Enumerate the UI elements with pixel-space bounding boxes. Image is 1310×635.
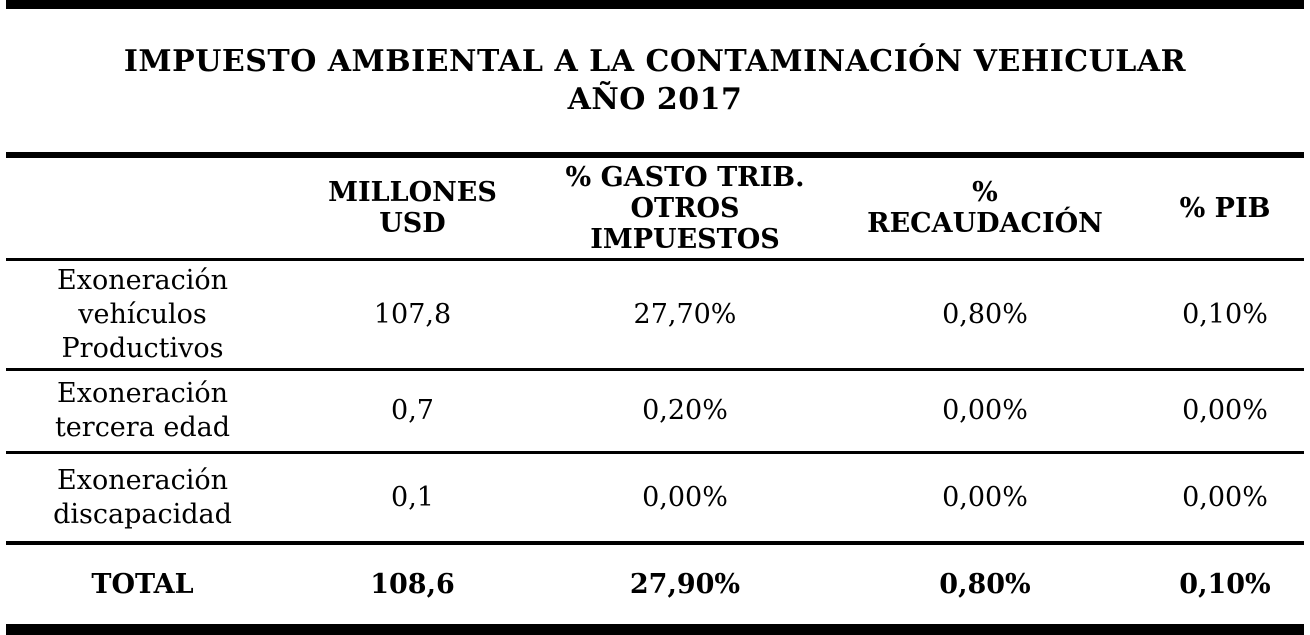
header-cell-pib: % PIB	[1179, 192, 1271, 224]
cell-gasto-trib-otros-impuestos: 0,20%	[642, 395, 728, 426]
total-separator-rule	[6, 541, 1304, 545]
row-label: Exoneración vehículos Productivos	[57, 264, 228, 364]
cell-recaudacion: 0,00%	[942, 395, 1028, 426]
cell-millones-usd: 0,7	[391, 395, 434, 426]
header-separator-rule	[6, 258, 1304, 261]
total-recaudacion: 0,80%	[939, 568, 1031, 600]
table-title-line1: IMPUESTO AMBIENTAL A LA CONTAMINACIÓN VE…	[123, 43, 1187, 79]
table-row-exoneracion-vehiculos-productivos: Exoneración vehículos Productivos 107,8 …	[0, 261, 1310, 368]
total-millones-usd: 108,6	[370, 568, 455, 600]
table-row-exoneracion-discapacidad: Exoneración discapacidad 0,1 0,00% 0,00%…	[0, 454, 1310, 541]
row-label: Exoneración discapacidad	[53, 464, 232, 530]
title-separator-rule	[6, 152, 1304, 158]
row-separator-rule	[6, 368, 1304, 371]
cell-recaudacion: 0,80%	[942, 298, 1028, 330]
top-border-rule	[6, 0, 1304, 9]
cell-gasto-trib-otros-impuestos: 27,70%	[633, 298, 737, 330]
bottom-border-rule	[6, 624, 1304, 635]
table-title: IMPUESTO AMBIENTAL A LA CONTAMINACIÓN VE…	[0, 9, 1310, 152]
table-row-exoneracion-tercera-edad: Exoneración tercera edad 0,7 0,20% 0,00%…	[0, 371, 1310, 451]
total-label: TOTAL	[91, 568, 194, 600]
header-cell-gasto-trib-otros-impuestos: % GASTO TRIB. OTROS IMPUESTOS	[565, 161, 805, 255]
cell-pib: 0,00%	[1182, 481, 1268, 513]
table-title-line2: AÑO 2017	[567, 81, 743, 117]
cell-millones-usd: 0,1	[391, 481, 434, 513]
header-row: MILLONES USD % GASTO TRIB. OTROS IMPUEST…	[0, 158, 1310, 258]
row-separator-rule	[6, 451, 1304, 454]
cell-pib: 0,00%	[1182, 395, 1268, 426]
header-cell-millones-usd: MILLONES USD	[328, 177, 497, 239]
cell-recaudacion: 0,00%	[942, 481, 1028, 513]
cell-gasto-trib-otros-impuestos: 0,00%	[642, 481, 728, 513]
cell-pib: 0,10%	[1182, 298, 1268, 330]
total-gasto-trib-otros-impuestos: 27,90%	[629, 568, 741, 600]
header-cell-recaudacion: % RECAUDACIÓN	[867, 177, 1103, 239]
row-label: Exoneración tercera edad	[54, 378, 231, 443]
cell-millones-usd: 107,8	[373, 298, 452, 330]
table-row-total: TOTAL 108,6 27,90% 0,80% 0,10%	[0, 545, 1310, 624]
total-pib: 0,10%	[1179, 568, 1271, 600]
